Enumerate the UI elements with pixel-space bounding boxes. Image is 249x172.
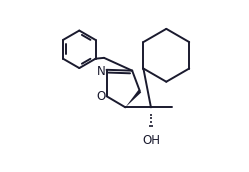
Text: N: N — [97, 65, 106, 78]
Text: O: O — [97, 90, 106, 103]
Polygon shape — [125, 90, 141, 107]
Text: OH: OH — [143, 134, 161, 147]
